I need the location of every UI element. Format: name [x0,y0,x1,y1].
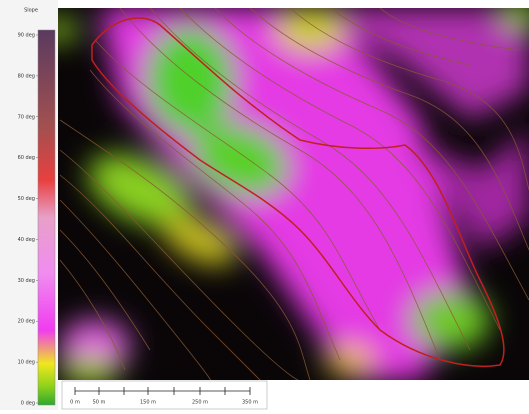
scale-bar [61,380,268,410]
color-bar [37,29,56,406]
legend-label: 90 deg [18,33,35,39]
scale-bar-ticks [74,387,251,395]
legend-label: 0 deg [21,401,35,407]
legend-label: 50 deg [18,196,35,202]
legend-label: 60 deg [18,155,35,161]
boundary [91,17,505,367]
legend-label: 80 deg [18,73,35,79]
legend-label: 10 deg [18,360,35,366]
scale-bar-label: 0 m [70,400,80,406]
map [58,8,529,380]
legend-label: 30 deg [18,278,35,284]
legend-labels: 90 deg 80 deg 70 deg 60 deg 50 deg 40 deg 30 d… [18,33,38,407]
scale-bar-labels: 0 m 50 m 150 m 250 m 350 m [70,400,258,406]
legend-title: Slope [24,8,38,14]
scale-bar-label: 50 m [93,400,106,406]
legend-label: 70 deg [18,114,35,120]
legend-label: 20 deg [18,319,35,325]
scale-bar-label: 250 m [192,400,208,406]
scale-bar-label: 150 m [140,400,156,406]
scale-bar-label: 350 m [242,400,258,406]
contour-lines [59,8,529,380]
legend-label: 40 deg [18,237,35,243]
